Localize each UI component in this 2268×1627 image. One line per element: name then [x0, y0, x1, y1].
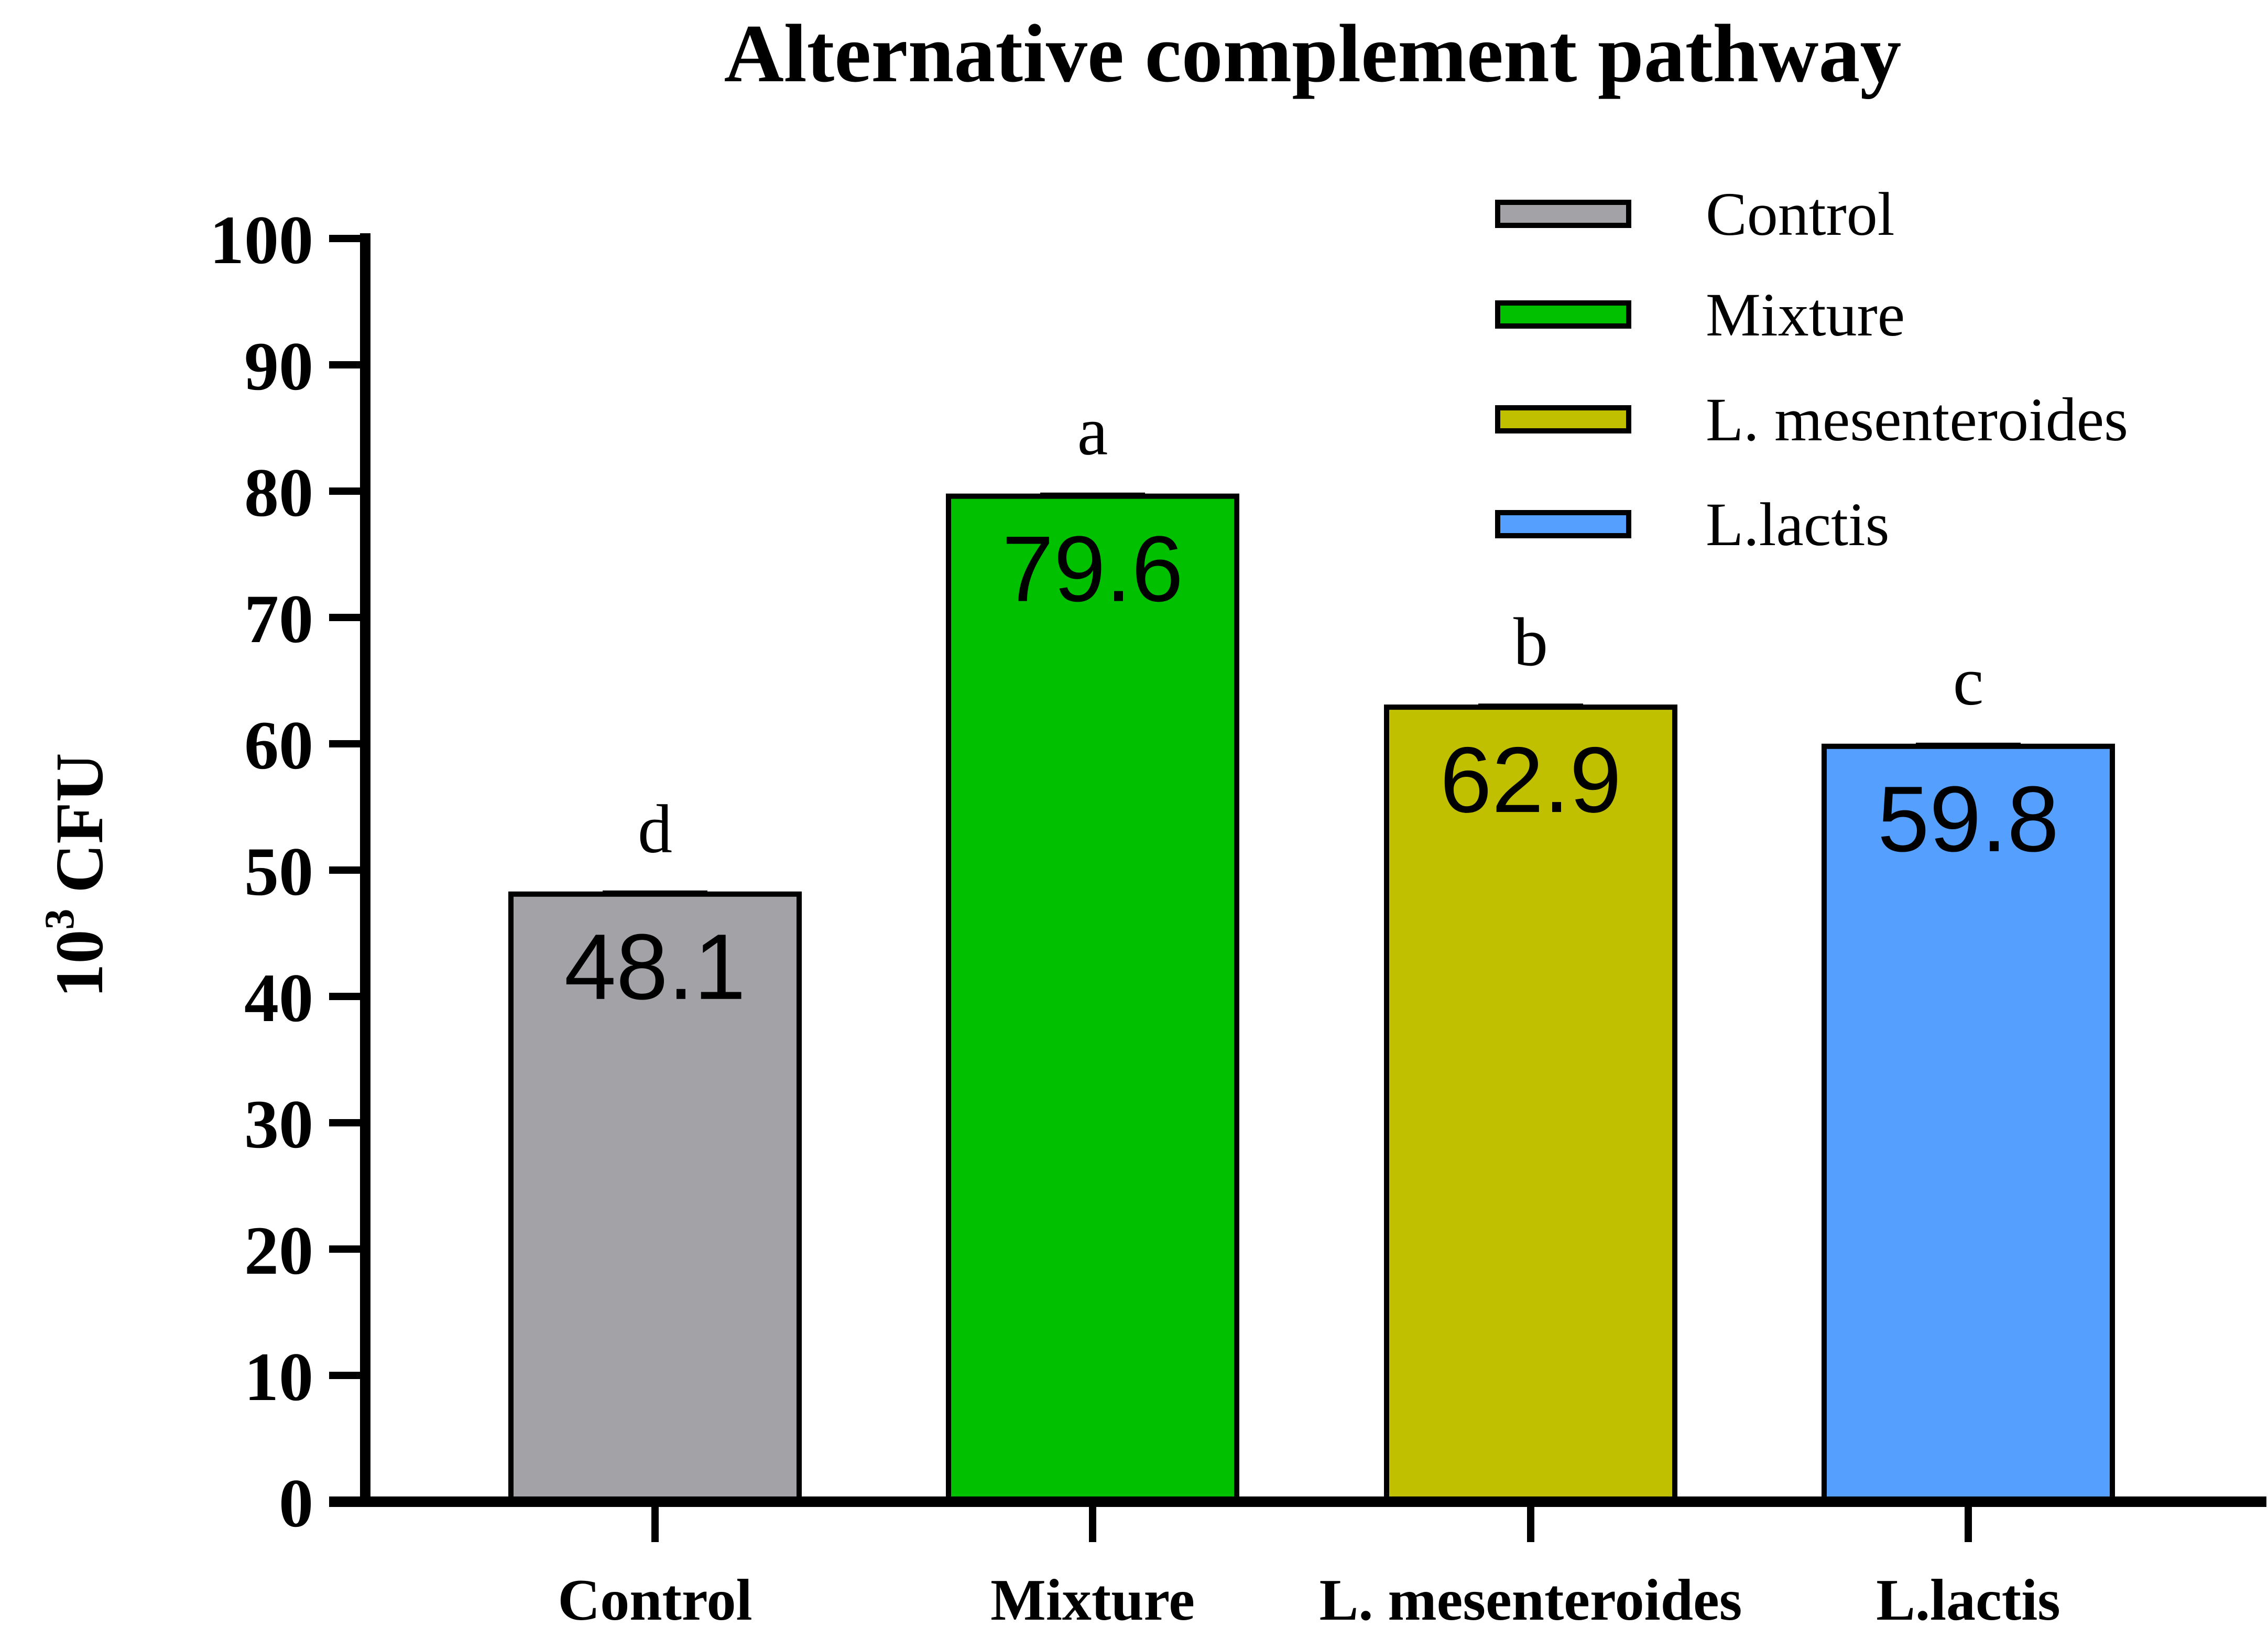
legend-swatch — [1495, 300, 1631, 329]
y-tick-label: 50 — [244, 833, 313, 910]
y-axis-label-unit: CFU — [42, 753, 117, 893]
bar-control — [508, 891, 802, 1504]
significance-letter: c — [1953, 643, 1984, 720]
y-tick-label: 40 — [244, 959, 313, 1036]
value-label: 48.1 — [564, 915, 746, 1019]
y-axis-label: 103 CFU — [37, 753, 117, 997]
x-tick-label: Control — [558, 1568, 752, 1627]
legend-label: Control — [1706, 180, 1895, 248]
x-axis-ticks: Control Mixture L. mesenteroides L.lactis — [558, 1502, 2060, 1627]
y-tick-label: 90 — [244, 328, 313, 405]
significance-letter: b — [1513, 603, 1548, 680]
legend-swatch — [1495, 200, 1631, 228]
value-label: 59.8 — [1878, 767, 2059, 871]
y-axis-label-base: 10 — [42, 930, 117, 998]
significance-letter: a — [1077, 393, 1108, 470]
bars — [508, 492, 2115, 1504]
y-tick-label: 70 — [244, 580, 313, 657]
x-tick-label: L.lactis — [1876, 1568, 2060, 1627]
legend-label: L.lactis — [1706, 490, 1890, 559]
y-tick-label: 20 — [244, 1212, 313, 1289]
x-tick-label: L. mesenteroides — [1320, 1568, 1742, 1627]
bar-l-mesenteroides — [1384, 704, 1677, 1504]
significance-letter: d — [638, 790, 672, 867]
bar-l-lactis — [1822, 743, 2115, 1504]
y-tick-label: 100 — [210, 201, 313, 278]
legend-swatch — [1495, 405, 1631, 433]
value-label: 62.9 — [1440, 728, 1621, 832]
value-label: 79.6 — [1002, 517, 1183, 621]
y-tick-label: 80 — [244, 454, 313, 531]
bar-mixture — [946, 493, 1239, 1504]
x-tick-label: Mixture — [990, 1568, 1195, 1627]
y-tick-label: 60 — [244, 707, 313, 784]
legend-swatch — [1495, 510, 1631, 538]
y-tick-label: 30 — [244, 1086, 313, 1163]
legend: Control Mixture L. mesenteroides L.lactis — [1495, 180, 2128, 559]
value-labels: 48.1 79.6 62.9 59.8 — [564, 517, 2059, 1019]
significance-letters: d a b c — [638, 393, 1983, 867]
y-tick-label: 10 — [244, 1338, 313, 1415]
y-tick-label: 0 — [279, 1465, 313, 1542]
y-axis-label-exponent: 3 — [37, 909, 83, 930]
legend-label: L. mesenteroides — [1706, 385, 2128, 454]
y-axis-ticks: 0 10 20 30 40 50 60 70 80 90 100 — [210, 201, 365, 1542]
chart-title: Alternative complement pathway — [724, 8, 1902, 100]
legend-label: Mixture — [1706, 280, 1905, 349]
